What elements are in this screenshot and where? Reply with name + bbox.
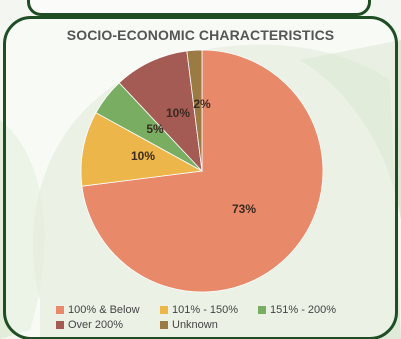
legend-swatch — [160, 320, 168, 329]
legend-swatch — [160, 305, 168, 314]
chart-legend: 100% & Below 101% - 150% 151% - 200% Over … — [56, 302, 386, 332]
legend-swatch — [258, 305, 266, 314]
legend-swatch — [56, 320, 64, 329]
legend-item: 100% & Below — [56, 304, 160, 316]
pie-slice-101-150 — [80, 112, 204, 187]
legend-label: Over 200% — [68, 318, 124, 331]
legend-item: Over 200% — [56, 319, 160, 331]
legend-label: 101% - 150% — [172, 303, 239, 316]
legend-swatch — [56, 305, 64, 314]
legend-label: 100% & Below — [68, 303, 140, 316]
pie-data-label: 10% — [166, 106, 190, 120]
pie-data-label: 10% — [131, 149, 155, 163]
legend-label: 151% - 200% — [270, 303, 337, 316]
pie-data-label: 73% — [232, 202, 256, 216]
legend-item: 101% - 150% — [160, 304, 258, 316]
pie-data-label: 2% — [193, 97, 211, 111]
legend-item: Unknown — [160, 319, 218, 331]
legend-item: 151% - 200% — [258, 304, 336, 316]
top-panel-edge — [27, 0, 371, 16]
legend-label: Unknown — [172, 318, 218, 331]
chart-title: SOCIO-ECONOMIC CHARACTERISTICS — [66, 27, 335, 43]
pie-data-label: 5% — [146, 122, 164, 136]
pie-slice-over-200 — [118, 50, 203, 173]
pie-slice-unknown — [186, 49, 203, 172]
